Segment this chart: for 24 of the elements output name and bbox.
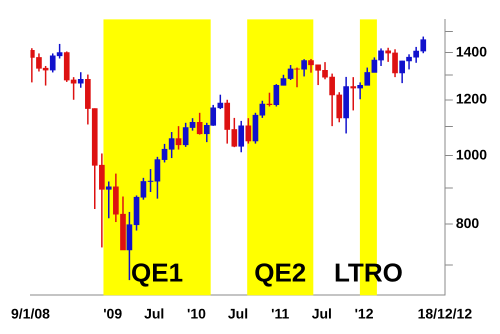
x-tick-label: '11: [271, 305, 290, 322]
x-tick-label: '09: [103, 305, 122, 322]
candlestick: [350, 76, 356, 112]
band-label: QE1: [131, 257, 184, 288]
candlestick: [196, 112, 202, 136]
candlestick: [238, 120, 244, 154]
x-tick-label: Jul: [312, 305, 332, 322]
candlestick: [294, 66, 300, 88]
x-tick-label: '10: [186, 305, 206, 322]
candlestick: [246, 117, 252, 144]
candlestick: [176, 125, 182, 150]
x-tick-label: 18/12/12: [418, 305, 472, 322]
band-label: QE2: [254, 257, 306, 288]
x-tick-label: Jul: [228, 305, 248, 322]
candlestick: [106, 180, 112, 220]
x-tick-label: Jul: [144, 305, 164, 322]
y-tick-label: 800: [456, 214, 480, 231]
x-tick-label: '12: [354, 305, 374, 322]
y-tick-label: 1000: [456, 146, 488, 162]
candlestick: [78, 71, 84, 88]
y-tick-label: 1400: [456, 43, 488, 60]
candlestick: [301, 58, 307, 78]
x-tick-label: 9/1/08: [10, 305, 50, 322]
y-tick-label: 1200: [456, 90, 488, 107]
